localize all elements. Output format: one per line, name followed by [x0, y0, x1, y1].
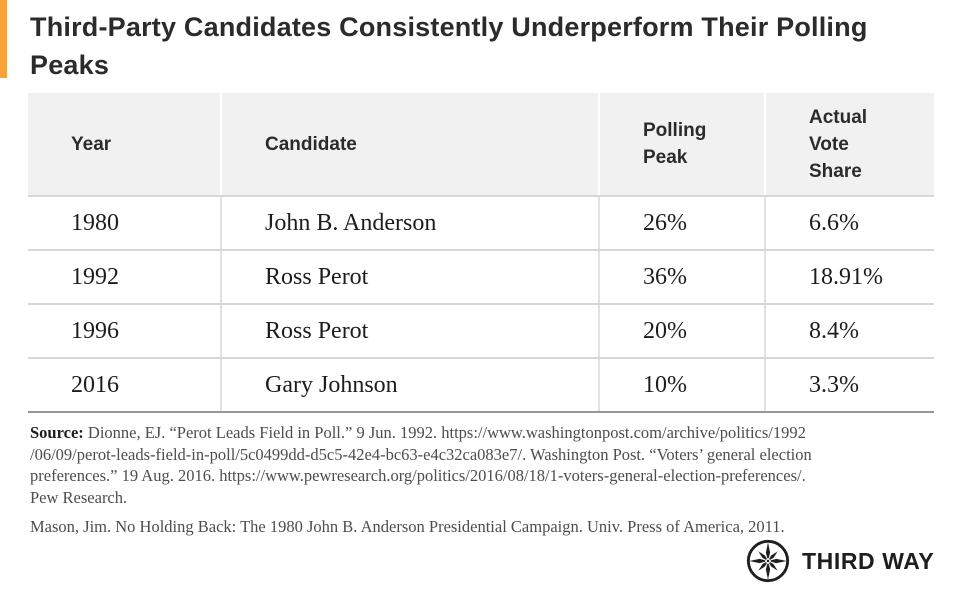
cell-polling-peak: 36% [598, 251, 764, 303]
source-text: Dionne, EJ. “Perot Leads Field in Poll.”… [30, 423, 812, 507]
header-label-candidate: Candidate [265, 133, 357, 155]
third-way-logo: THIRD WAY [745, 538, 934, 584]
cell-year: 1980 [71, 209, 119, 236]
cell-candidate: John B. Anderson [220, 197, 598, 249]
cell-actual-vote-share: 3.3% [764, 359, 934, 411]
header-cell-candidate: Candidate [220, 93, 598, 195]
header-label-polling-peak: Polling Peak [643, 120, 707, 168]
cell-actual-vote-share: 8.4% [764, 305, 934, 357]
cell-year: 1992 [71, 263, 119, 290]
cell-candidate: Ross Perot [220, 251, 598, 303]
table-header-row: Year Candidate Polling Peak Actual Vote … [28, 93, 934, 195]
table-row-1980: 1980 John B. Anderson 26% 6.6% [28, 195, 934, 249]
additional-source: Mason, Jim. No Holding Back: The 1980 Jo… [30, 517, 785, 536]
cell-polling-peak: 20% [598, 305, 764, 357]
data-table: Year Candidate Polling Peak Actual Vote … [28, 93, 934, 413]
logo-text: THIRD WAY [802, 547, 935, 574]
page-title: Third-Party Candidates Consistently Unde… [30, 12, 868, 80]
source-note: Source: Dionne, EJ. “Perot Leads Field i… [30, 422, 942, 538]
header-cell-actual-vote-share: Actual Vote Share [764, 93, 934, 195]
source-label: Source: [30, 423, 84, 442]
source-paragraph: Source: Dionne, EJ. “Perot Leads Field i… [30, 422, 942, 508]
header-label-actual-vote-share: Actual Vote Share [809, 106, 868, 182]
cell-year: 2016 [71, 371, 119, 398]
header-cell-year: Year [28, 93, 220, 195]
accent-bar [0, 0, 7, 78]
header-cell-polling-peak: Polling Peak [598, 93, 764, 195]
header-label-year: Year [71, 133, 112, 155]
cell-actual-vote-share: 6.6% [764, 197, 934, 249]
cell-year: 1996 [71, 317, 119, 344]
cell-actual-vote-share: 18.91% [764, 251, 934, 303]
cell-candidate: Gary Johnson [220, 359, 598, 411]
table-row-2016: 2016 Gary Johnson 10% 3.3% [28, 357, 934, 411]
table-body: 1980 John B. Anderson 26% 6.6% 1992 Ross… [28, 195, 934, 411]
compass-star-icon [746, 539, 790, 583]
cell-polling-peak: 26% [598, 197, 764, 249]
table-row-1996: 1996 Ross Perot 20% 8.4% [28, 303, 934, 357]
cell-candidate: Ross Perot [220, 305, 598, 357]
cell-polling-peak: 10% [598, 359, 764, 411]
table-row-1992: 1992 Ross Perot 36% 18.91% [28, 249, 934, 303]
